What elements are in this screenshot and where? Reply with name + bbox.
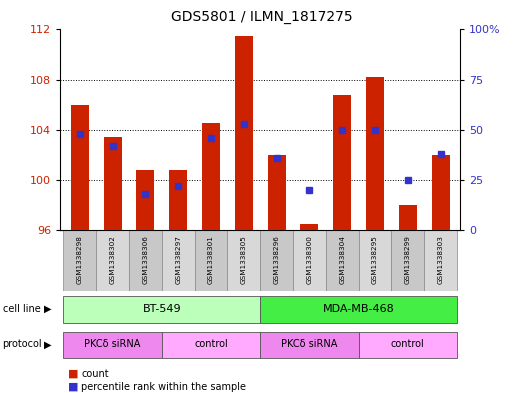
Text: GSM1338300: GSM1338300 (306, 235, 312, 284)
Text: PKCδ siRNA: PKCδ siRNA (281, 339, 337, 349)
Bar (293, 230, 326, 291)
Text: percentile rank within the sample: percentile rank within the sample (81, 382, 246, 392)
Text: ▶: ▶ (44, 339, 52, 349)
Bar (260, 332, 359, 358)
Text: MDA-MB-468: MDA-MB-468 (323, 304, 394, 314)
Bar (300, 224, 319, 230)
Text: GSM1338298: GSM1338298 (77, 235, 83, 284)
Bar (359, 230, 391, 291)
Text: control: control (391, 339, 425, 349)
Bar (63, 230, 96, 291)
Text: ▶: ▶ (44, 304, 52, 314)
Text: PKCδ siRNA: PKCδ siRNA (84, 339, 141, 349)
Text: cell line: cell line (3, 304, 40, 314)
Bar (71, 105, 89, 230)
Bar (169, 170, 187, 230)
Text: protocol: protocol (3, 339, 42, 349)
Text: GSM1338301: GSM1338301 (208, 235, 214, 284)
Text: GSM1338304: GSM1338304 (339, 235, 345, 284)
Bar (359, 332, 457, 358)
Text: count: count (81, 369, 109, 379)
Bar (424, 230, 457, 291)
Text: ■: ■ (68, 369, 78, 379)
Bar (195, 230, 228, 291)
Bar (137, 170, 154, 230)
Bar (391, 230, 424, 291)
Text: GSM1338303: GSM1338303 (438, 235, 444, 284)
Bar (63, 296, 260, 323)
Text: ■: ■ (68, 382, 78, 392)
Bar (366, 77, 384, 230)
Bar (235, 36, 253, 230)
Text: GSM1338302: GSM1338302 (110, 235, 116, 284)
Text: GSM1338299: GSM1338299 (405, 235, 411, 284)
Text: GSM1338306: GSM1338306 (142, 235, 149, 284)
Text: control: control (194, 339, 228, 349)
Text: GSM1338297: GSM1338297 (175, 235, 181, 284)
Text: BT-549: BT-549 (142, 304, 181, 314)
Bar (162, 230, 195, 291)
Bar (202, 123, 220, 230)
Text: GSM1338296: GSM1338296 (274, 235, 280, 284)
Bar (260, 296, 457, 323)
Bar (326, 230, 359, 291)
Bar (268, 155, 286, 230)
Bar (228, 230, 260, 291)
Bar (104, 137, 122, 230)
Bar (399, 205, 417, 230)
Bar (333, 95, 351, 230)
Bar (162, 332, 260, 358)
Text: GDS5801 / ILMN_1817275: GDS5801 / ILMN_1817275 (170, 10, 353, 24)
Bar (431, 155, 450, 230)
Text: GSM1338305: GSM1338305 (241, 235, 247, 284)
Bar (129, 230, 162, 291)
Bar (63, 332, 162, 358)
Bar (96, 230, 129, 291)
Bar (260, 230, 293, 291)
Text: GSM1338295: GSM1338295 (372, 235, 378, 284)
